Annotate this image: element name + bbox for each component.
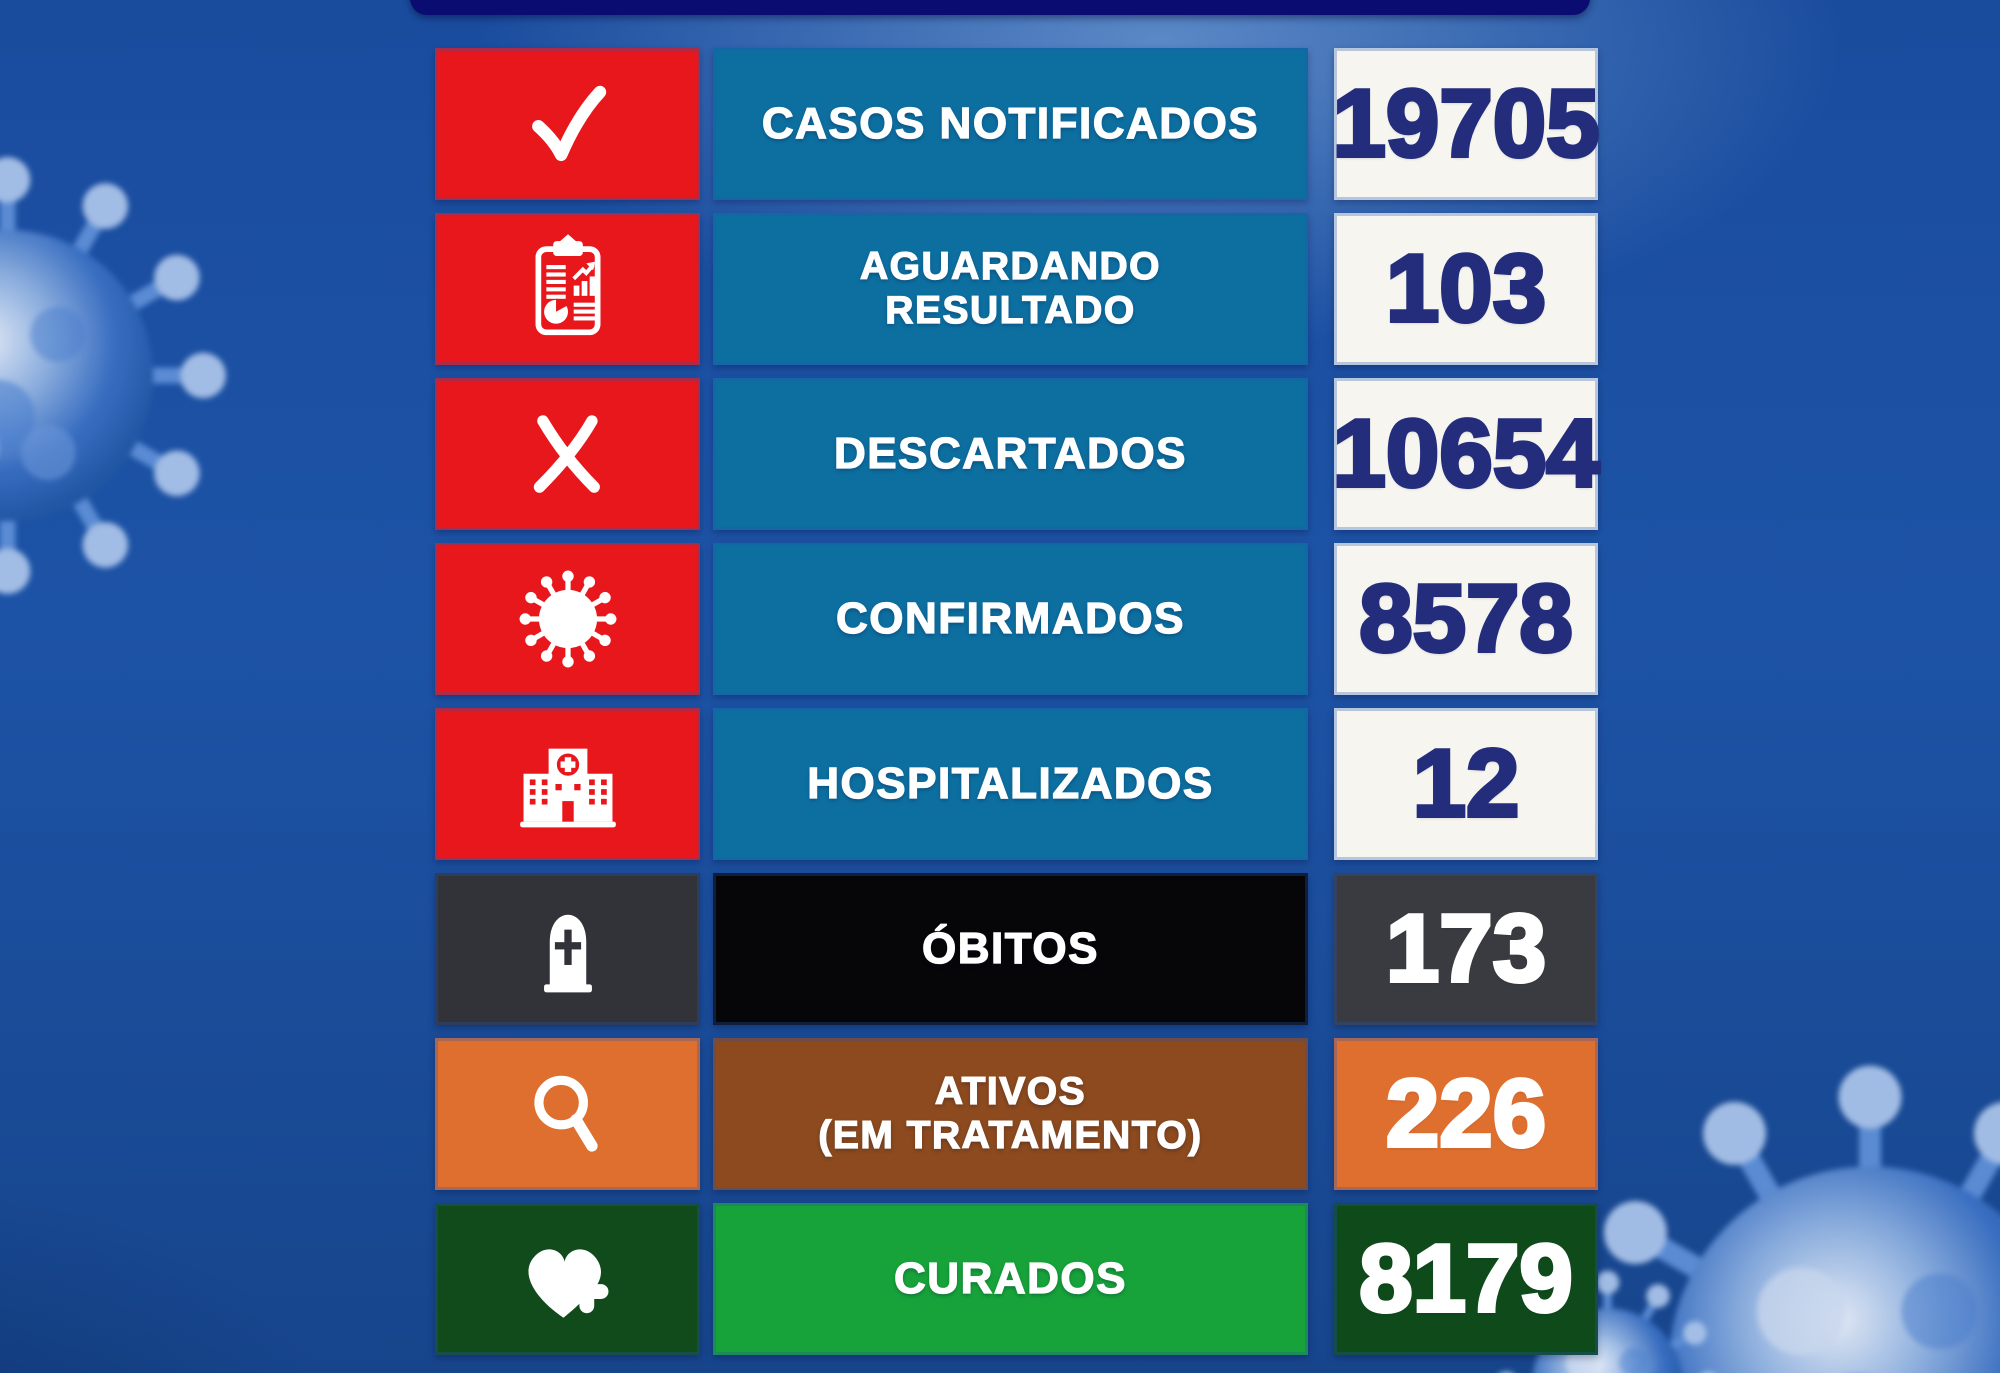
stat-value: 10654 bbox=[1331, 398, 1602, 509]
clipboard-chart-icon bbox=[511, 232, 625, 346]
stat-label: AGUARDANDO RESULTADO bbox=[859, 245, 1161, 333]
stat-label-bar: CONFIRMADOS bbox=[713, 543, 1308, 695]
stat-label-bar: ÓBITOS bbox=[713, 873, 1308, 1025]
stat-value-box: 10654 bbox=[1331, 378, 1602, 530]
stat-value-box: 103 bbox=[1334, 213, 1598, 365]
stat-label-bar: AGUARDANDO RESULTADO bbox=[713, 213, 1308, 365]
stat-row: CASOS NOTIFICADOS 19705 bbox=[435, 48, 1602, 200]
magnifier-icon bbox=[511, 1057, 625, 1171]
stat-value-box: 19705 bbox=[1331, 48, 1602, 200]
stat-row: DESCARTADOS 10654 bbox=[435, 378, 1602, 530]
stat-label: CURADOS bbox=[893, 1254, 1127, 1304]
stat-label: DESCARTADOS bbox=[833, 429, 1188, 479]
check-icon bbox=[511, 67, 625, 181]
stat-label-bar: ATIVOS (EM TRATAMENTO) bbox=[713, 1038, 1308, 1190]
x-icon bbox=[511, 397, 625, 511]
stat-row: CURADOS 8179 bbox=[435, 1203, 1598, 1355]
heart-plus-icon bbox=[511, 1222, 625, 1336]
stat-label-bar: CASOS NOTIFICADOS bbox=[713, 48, 1308, 200]
stat-icon-box bbox=[435, 708, 700, 860]
stat-value-box: 8578 bbox=[1334, 543, 1598, 695]
stat-row: HOSPITALIZADOS 12 bbox=[435, 708, 1598, 860]
stat-label-bar: DESCARTADOS bbox=[713, 378, 1308, 530]
tombstone-icon bbox=[511, 892, 625, 1006]
stat-value: 103 bbox=[1384, 233, 1548, 344]
stat-icon-box bbox=[435, 1038, 700, 1190]
stat-value: 19705 bbox=[1331, 68, 1602, 179]
stat-label-bar: CURADOS bbox=[713, 1203, 1308, 1355]
stat-icon-box bbox=[435, 543, 700, 695]
top-banner bbox=[410, 0, 1590, 15]
stat-icon-box bbox=[435, 378, 700, 530]
stat-value: 226 bbox=[1384, 1058, 1548, 1169]
stat-icon-box bbox=[435, 1203, 700, 1355]
stats-rows: CASOS NOTIFICADOS 19705 AGUARDANDO RESULT… bbox=[435, 48, 1602, 1355]
stat-value: 12 bbox=[1411, 728, 1522, 839]
stat-label: HOSPITALIZADOS bbox=[807, 759, 1214, 809]
stat-label: ATIVOS (EM TRATAMENTO) bbox=[818, 1070, 1203, 1158]
stat-icon-box bbox=[435, 48, 700, 200]
stat-value: 8578 bbox=[1357, 563, 1575, 674]
stat-value-box: 8179 bbox=[1334, 1203, 1598, 1355]
stat-value: 173 bbox=[1384, 893, 1548, 1004]
stat-value-box: 173 bbox=[1334, 873, 1598, 1025]
stat-icon-box bbox=[435, 873, 700, 1025]
stat-icon-box bbox=[435, 213, 700, 365]
stat-label: CASOS NOTIFICADOS bbox=[761, 99, 1260, 149]
stat-row: ATIVOS (EM TRATAMENTO) 226 bbox=[435, 1038, 1598, 1190]
stat-row: ÓBITOS 173 bbox=[435, 873, 1598, 1025]
stat-label: CONFIRMADOS bbox=[835, 594, 1185, 644]
stat-row: AGUARDANDO RESULTADO 103 bbox=[435, 213, 1598, 365]
virus-icon bbox=[511, 562, 625, 676]
hospital-icon bbox=[511, 727, 625, 841]
stat-label-bar: HOSPITALIZADOS bbox=[713, 708, 1308, 860]
stat-label: ÓBITOS bbox=[921, 924, 1099, 974]
stat-row: CONFIRMADOS 8578 bbox=[435, 543, 1598, 695]
stat-value-box: 226 bbox=[1334, 1038, 1598, 1190]
stat-value-box: 12 bbox=[1334, 708, 1598, 860]
stat-value: 8179 bbox=[1357, 1223, 1575, 1334]
coronavirus-decoration-left bbox=[0, 148, 235, 603]
